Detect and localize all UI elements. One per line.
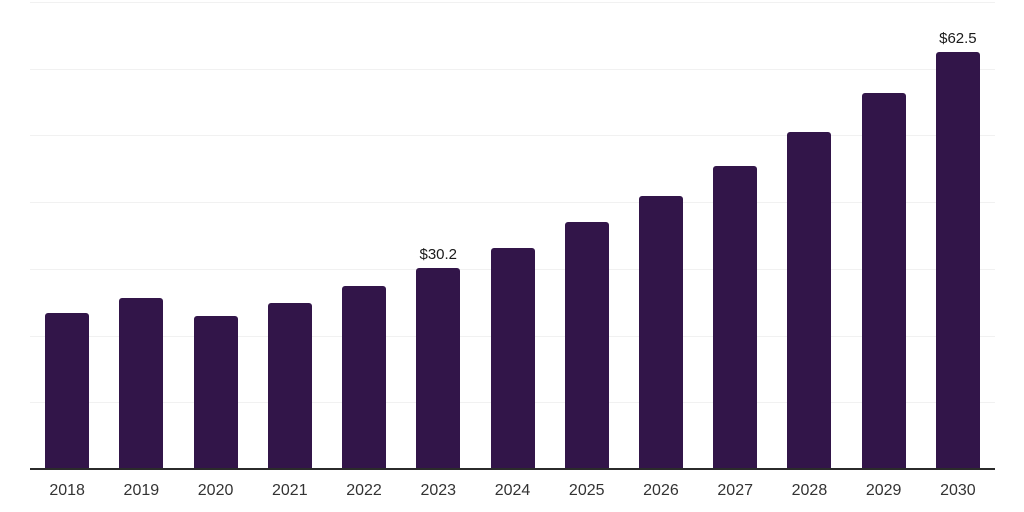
bar-value-label-2030: $62.5 xyxy=(939,30,977,48)
plot-area: $30.2 $62.5 xyxy=(30,1,995,470)
x-axis-label-2023: 2023 xyxy=(420,482,457,499)
bar-2026 xyxy=(638,196,683,469)
bar-value-label-2023: $30.2 xyxy=(419,245,458,263)
x-axis-label-2018: 2018 xyxy=(49,482,85,499)
x-axis-label-2028: 2028 xyxy=(791,482,828,499)
x-axis-label-2022: 2022 xyxy=(346,482,382,499)
bar-2030 xyxy=(935,52,980,469)
x-axis-label-2026: 2026 xyxy=(643,482,679,499)
bar-2024 xyxy=(490,247,535,469)
bar-2020 xyxy=(193,315,238,469)
x-axis-line xyxy=(30,468,995,470)
x-axis-label-2030: 2030 xyxy=(940,482,976,499)
x-axis-label-2024: 2024 xyxy=(494,482,531,499)
bar-2018 xyxy=(45,312,90,469)
gridline xyxy=(30,2,995,3)
x-axis: 2018 2019 2020 2021 2022 2023 2024 2025 2026 2027… xyxy=(30,482,995,504)
gridline xyxy=(30,202,995,204)
bar-2025 xyxy=(564,222,609,469)
bar-2019 xyxy=(119,297,164,469)
bar-2027 xyxy=(713,166,758,469)
x-axis-label-2021: 2021 xyxy=(272,482,308,499)
gridline xyxy=(30,68,995,70)
x-axis-label-2020: 2020 xyxy=(197,482,234,499)
bar-2028 xyxy=(787,132,832,469)
x-axis-label-2027: 2027 xyxy=(717,482,753,499)
bar-2021 xyxy=(267,302,312,469)
gridline xyxy=(30,135,995,137)
x-axis-label-2019: 2019 xyxy=(123,482,160,499)
x-axis-label-2029: 2029 xyxy=(865,482,902,499)
bar-2022 xyxy=(342,285,387,469)
x-axis-label-2025: 2025 xyxy=(568,482,605,499)
bar-2029 xyxy=(861,93,906,469)
bar-2023 xyxy=(416,267,461,469)
